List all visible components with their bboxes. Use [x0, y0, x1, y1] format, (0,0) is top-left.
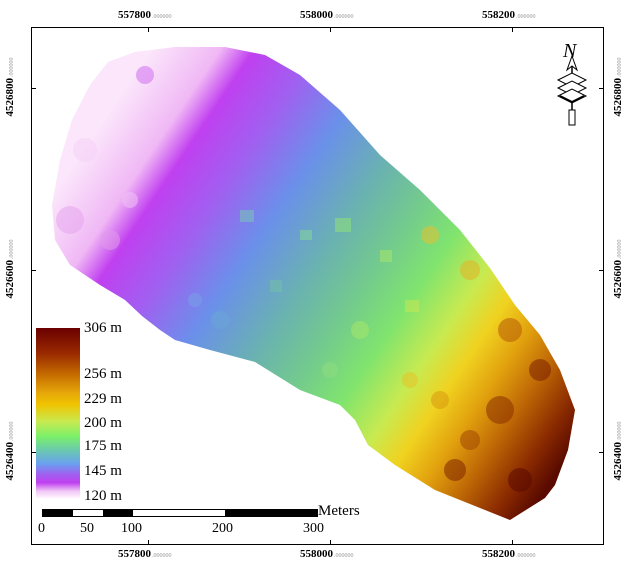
frame-tick-left-2 [31, 270, 36, 271]
bottom-x-label-2: 558000.000000 [300, 548, 354, 560]
frame-tick-bottom-2 [330, 540, 331, 545]
legend-label-175: 175 m [84, 438, 122, 454]
legend-label-145: 145 m [84, 463, 122, 479]
scale-bar [42, 509, 318, 517]
legend-label-256: 256 m [84, 366, 122, 382]
north-letter: N [563, 40, 577, 62]
scale-bar-seg-2 [103, 510, 133, 516]
legend-label-229: 229 m [84, 391, 122, 407]
scale-bar-seg-3 [225, 510, 318, 516]
frame-tick-bottom-1 [148, 540, 149, 545]
scale-bar-seg-1 [43, 510, 73, 516]
frame-tick-top-2 [330, 27, 331, 32]
frame-tick-top-1 [148, 27, 149, 32]
legend-label-120: 120 m [84, 488, 122, 504]
frame-tick-bottom-3 [512, 540, 513, 545]
north-arrow-icon [556, 54, 588, 126]
bottom-x-label-1: 557800.000000 [118, 548, 172, 560]
frame-tick-top-3 [512, 27, 513, 32]
scale-tick-0: 0 [38, 521, 45, 536]
top-x-label-3: 558200.000000 [482, 9, 536, 21]
legend-color-ramp [36, 328, 80, 498]
frame-tick-right-3 [599, 452, 604, 453]
legend-label-306: 306 m [84, 320, 122, 336]
frame-tick-left-3 [31, 452, 36, 453]
top-x-label-1: 557800.000000 [118, 9, 172, 21]
bottom-x-label-3: 558200.000000 [482, 548, 536, 560]
frame-tick-right-1 [599, 88, 604, 89]
frame-tick-right-2 [599, 270, 604, 271]
scale-tick-100: 100 [121, 521, 142, 536]
top-x-label-2: 558000.000000 [300, 9, 354, 21]
scale-bar-unit: Meters [318, 503, 360, 519]
legend-label-200: 200 m [84, 415, 122, 431]
scale-tick-300: 300 [303, 521, 324, 536]
north-arrow: N [552, 40, 592, 130]
scale-tick-200: 200 [212, 521, 233, 536]
frame-tick-left-1 [31, 88, 36, 89]
scale-tick-50: 50 [80, 521, 94, 536]
